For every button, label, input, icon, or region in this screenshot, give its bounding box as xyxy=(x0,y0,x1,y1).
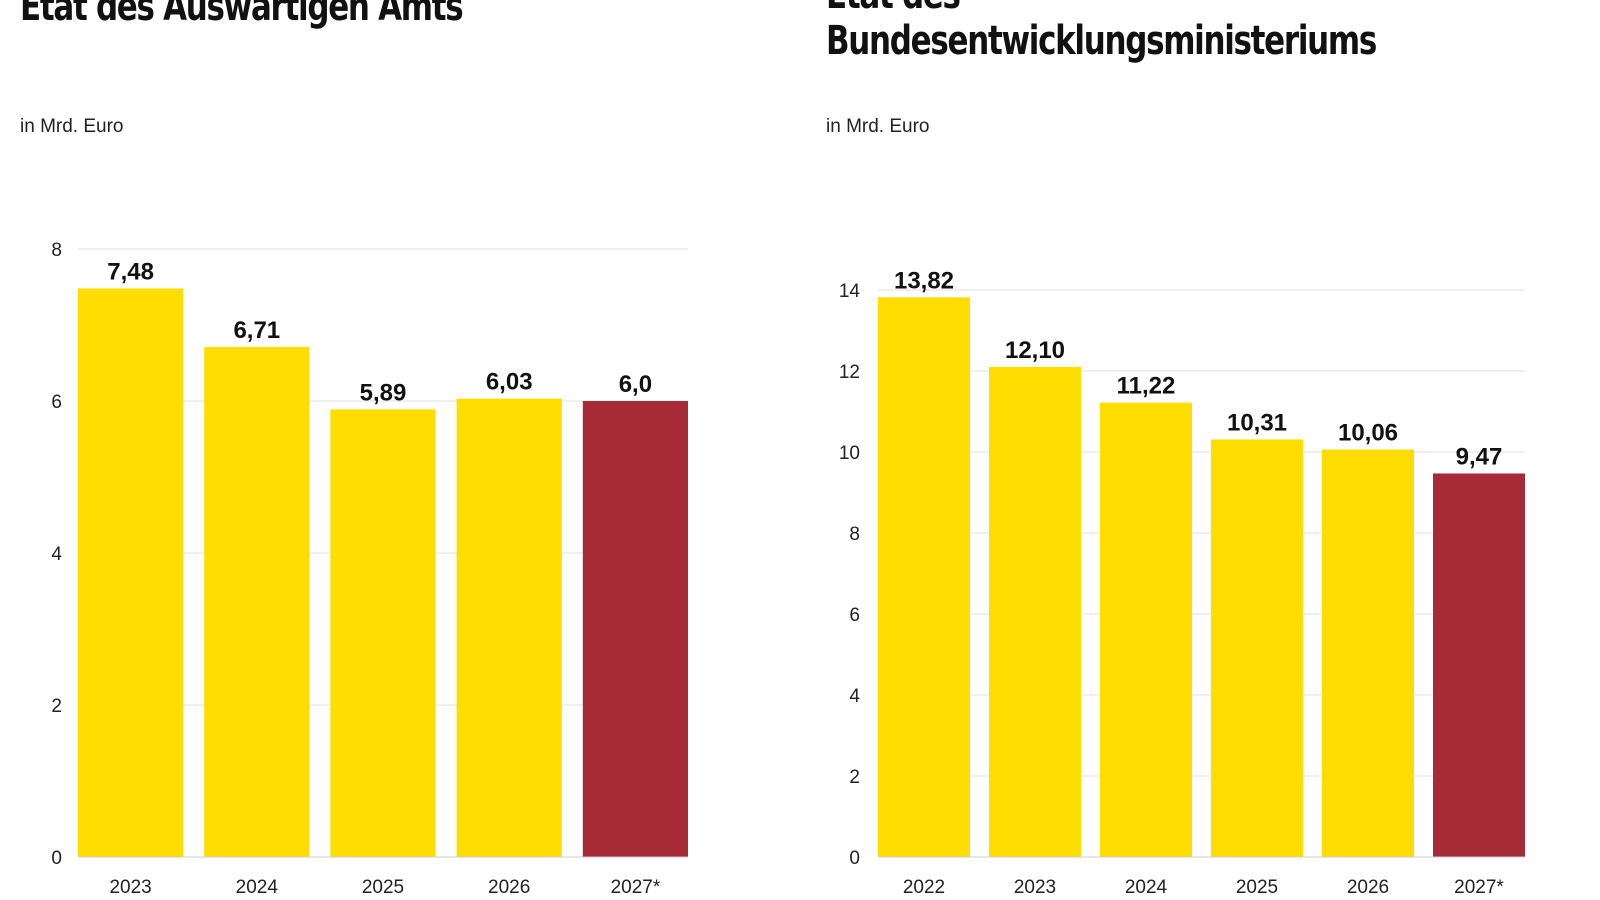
chart2-bar-2026 xyxy=(1322,449,1414,857)
chart2-data-label: 9,47 xyxy=(1456,443,1503,470)
chart2-title-line1: Etat des xyxy=(826,0,1376,18)
chart1-data-label: 5,89 xyxy=(360,379,407,406)
chart2-title: Etat des Bundesentwicklungsministeriums xyxy=(826,0,1377,64)
chart1-data-label: 6,0 xyxy=(619,371,652,398)
chart2-data-label: 11,22 xyxy=(1117,373,1176,400)
chart1-bar-2025 xyxy=(330,409,436,857)
chart1-x-tick-label: 2023 xyxy=(109,877,151,898)
chart1-y-tick-label: 2 xyxy=(51,696,62,717)
chart1-bar-2024 xyxy=(204,347,310,857)
chart1-y-tick-label: 4 xyxy=(51,544,62,565)
chart1-bar-2026 xyxy=(456,398,562,857)
chart1-data-label: 6,03 xyxy=(486,369,533,396)
chart2-y-tick-label: 6 xyxy=(849,605,860,626)
chart1-bar-2027* xyxy=(582,401,688,857)
chart1-x-tick-label: 2026 xyxy=(488,877,530,898)
chart1-x-tick-label: 2025 xyxy=(362,877,404,898)
chart2-x-tick-label: 2024 xyxy=(1125,877,1168,898)
chart2-y-tick-label: 14 xyxy=(839,281,861,302)
chart2-x-tick-label: 2023 xyxy=(1014,877,1056,898)
chart2-bar-2022 xyxy=(878,297,970,857)
chart1-bar-2023 xyxy=(78,288,184,857)
chart1-x-tick-label: 2027* xyxy=(611,877,661,898)
chart2-x-tick-label: 2026 xyxy=(1347,877,1389,898)
chart2-x-tick-label: 2025 xyxy=(1236,877,1278,898)
chart1-y-tick-label: 0 xyxy=(51,848,62,869)
chart2-bar-2023 xyxy=(989,366,1081,857)
chart2-y-tick-label: 2 xyxy=(849,767,860,788)
chart1-x-tick-label: 2024 xyxy=(236,877,279,898)
chart2-x-tick-label: 2027* xyxy=(1454,877,1504,898)
chart1-subtitle: in Mrd. Euro xyxy=(20,116,124,137)
chart2-subtitle: in Mrd. Euro xyxy=(826,116,930,137)
chart2-y-tick-label: 10 xyxy=(839,443,860,464)
chart2-y-tick-label: 8 xyxy=(849,524,860,545)
chart2-x-tick-label: 2022 xyxy=(903,877,945,898)
chart2-bar-2025 xyxy=(1211,439,1303,857)
chart2-data-label: 12,10 xyxy=(1005,337,1065,364)
chart2-y-tick-label: 4 xyxy=(849,686,860,707)
chart2-data-label: 13,82 xyxy=(894,267,954,294)
chart2-title-line2: Bundesentwicklungsministeriums xyxy=(826,18,1377,64)
chart2-y-tick-label: 0 xyxy=(849,848,860,869)
chart2-bar-2027* xyxy=(1433,473,1525,857)
chart2-data-label: 10,31 xyxy=(1227,409,1287,436)
chart2-data-label: 10,06 xyxy=(1338,420,1398,447)
chart1-y-tick-label: 6 xyxy=(51,392,62,413)
chart1-data-label: 7,48 xyxy=(107,259,154,286)
chart1-title: Etat des Auswärtigen Amts xyxy=(20,0,464,30)
chart2-y-tick-label: 12 xyxy=(839,362,860,383)
chart2-bar-2024 xyxy=(1100,402,1192,857)
chart1-data-label: 6,71 xyxy=(233,317,280,344)
chart1-y-tick-label: 8 xyxy=(51,240,62,261)
